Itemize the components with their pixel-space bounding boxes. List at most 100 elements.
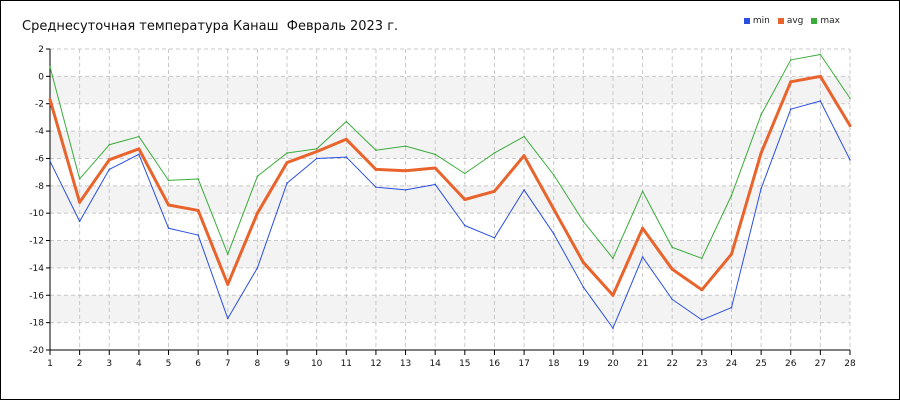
legend-item-max: max bbox=[811, 16, 840, 26]
x-tick-label: 24 bbox=[726, 359, 738, 369]
x-tick-label: 7 bbox=[225, 359, 231, 369]
data-point-max bbox=[345, 120, 348, 123]
data-point-avg bbox=[255, 211, 259, 215]
x-tick-label: 13 bbox=[400, 359, 411, 369]
data-point-min bbox=[849, 159, 851, 161]
data-point-avg bbox=[463, 198, 467, 201]
data-point-max bbox=[552, 174, 555, 176]
x-tick-label: 23 bbox=[696, 359, 707, 369]
data-point-avg bbox=[107, 158, 111, 162]
x-tick-label: 26 bbox=[785, 359, 797, 369]
data-point-min bbox=[404, 189, 407, 191]
data-point-avg bbox=[404, 169, 408, 173]
legend-swatch-max bbox=[811, 18, 818, 24]
legend-item-min: min bbox=[743, 16, 770, 26]
data-point-avg bbox=[167, 203, 171, 207]
data-point-max bbox=[789, 59, 792, 61]
x-tick-label: 12 bbox=[370, 359, 381, 369]
data-point-min bbox=[464, 224, 466, 227]
data-point-max bbox=[730, 194, 733, 197]
data-point-avg bbox=[137, 147, 141, 151]
data-point-max bbox=[108, 143, 111, 146]
data-point-max bbox=[226, 253, 229, 256]
data-point-max bbox=[641, 190, 644, 193]
x-tick-label: 17 bbox=[518, 359, 529, 369]
y-tick-label: -14 bbox=[29, 264, 44, 274]
x-tick-label: 27 bbox=[815, 359, 826, 369]
x-tick-label: 2 bbox=[77, 359, 83, 369]
data-point-max bbox=[404, 145, 407, 147]
data-point-max bbox=[819, 53, 822, 56]
data-point-avg bbox=[196, 208, 200, 212]
x-tick-label: 9 bbox=[284, 359, 290, 369]
grid-band bbox=[50, 295, 850, 323]
data-point-min bbox=[167, 227, 170, 230]
data-point-avg bbox=[226, 282, 230, 286]
data-point-avg bbox=[285, 161, 289, 165]
data-point-max bbox=[78, 178, 81, 180]
data-point-avg bbox=[492, 189, 496, 193]
data-point-avg bbox=[729, 252, 733, 256]
x-tick-label: 4 bbox=[136, 359, 142, 369]
x-tick-label: 19 bbox=[578, 359, 590, 369]
x-tick-label: 20 bbox=[607, 359, 619, 369]
data-point-min bbox=[730, 306, 733, 309]
x-tick-label: 15 bbox=[459, 359, 470, 369]
data-point-avg bbox=[670, 267, 674, 271]
legend-label-min: min bbox=[752, 16, 770, 26]
data-point-avg bbox=[611, 293, 615, 297]
grid-band bbox=[50, 240, 850, 268]
y-tick-label: -2 bbox=[35, 100, 44, 110]
x-tick-label: 22 bbox=[666, 359, 677, 369]
data-point-max bbox=[582, 220, 585, 223]
data-point-min bbox=[552, 232, 555, 235]
y-tick-label: -10 bbox=[29, 209, 44, 219]
data-point-avg bbox=[848, 124, 852, 128]
data-point-min bbox=[375, 186, 377, 188]
data-point-avg bbox=[78, 200, 82, 204]
data-point-max bbox=[49, 65, 51, 68]
legend-label-avg: avg bbox=[786, 16, 804, 26]
data-point-avg bbox=[581, 260, 585, 264]
data-point-max bbox=[523, 135, 525, 138]
data-point-max bbox=[138, 135, 140, 138]
data-point-max bbox=[434, 153, 436, 156]
data-point-avg bbox=[700, 288, 704, 292]
data-point-max bbox=[612, 257, 614, 260]
data-point-min bbox=[138, 153, 140, 156]
x-tick-label: 28 bbox=[844, 359, 856, 369]
series-line-min bbox=[49, 100, 851, 329]
data-point-min bbox=[523, 189, 525, 191]
x-tick-label: 21 bbox=[637, 359, 648, 369]
data-point-avg bbox=[433, 166, 437, 170]
data-point-min bbox=[315, 157, 318, 160]
data-point-min bbox=[789, 108, 792, 110]
y-tick-label: -16 bbox=[29, 291, 44, 301]
data-point-avg bbox=[48, 98, 52, 102]
data-point-max bbox=[315, 148, 318, 150]
data-point-min bbox=[197, 234, 199, 236]
data-point-avg bbox=[818, 74, 822, 78]
legend-swatch-avg bbox=[777, 18, 784, 24]
legend-label-max: max bbox=[820, 16, 840, 26]
y-tick-label: -18 bbox=[29, 319, 44, 329]
x-tick-label: 10 bbox=[311, 359, 323, 369]
legend-item-avg: avg bbox=[777, 16, 804, 26]
data-point-min bbox=[701, 319, 703, 321]
data-point-avg bbox=[789, 80, 793, 84]
y-tick-label: 2 bbox=[38, 45, 44, 55]
data-point-min bbox=[641, 256, 644, 258]
data-point-min bbox=[493, 237, 496, 239]
data-point-min bbox=[582, 286, 585, 288]
x-tick-label: 14 bbox=[429, 359, 441, 369]
legend-swatch-min bbox=[743, 18, 750, 24]
data-point-avg bbox=[641, 226, 645, 230]
data-point-min bbox=[671, 298, 674, 301]
data-point-max bbox=[493, 152, 496, 154]
data-point-min bbox=[345, 156, 348, 158]
series-line-avg bbox=[48, 74, 852, 297]
data-point-avg bbox=[374, 167, 378, 171]
x-tick-label: 3 bbox=[106, 359, 112, 369]
data-point-min bbox=[49, 160, 51, 162]
